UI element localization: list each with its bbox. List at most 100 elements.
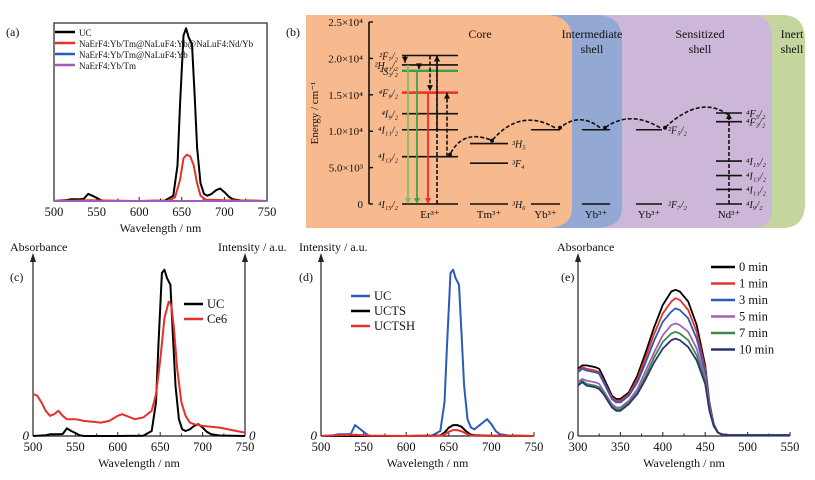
ion-2: Yb³⁺ [531, 128, 560, 221]
level-term: ²F₅/₂ [668, 126, 687, 137]
ion-label: Nd³⁺ [718, 209, 741, 221]
transfer-arrowhead-icon [434, 55, 440, 62]
legend-label: 1 min [739, 277, 769, 291]
energy-tick-label: 0 [358, 199, 364, 211]
panel-label: (d) [299, 270, 313, 284]
transfer-arrowhead-icon [427, 85, 433, 92]
chart-c: 500 550 600 650 700 750 Wavelength / nm 0 0 UCCe6… [10, 240, 287, 470]
legend-label: 10 min [739, 343, 775, 357]
y-axis-label: Absorbance [557, 240, 614, 254]
x-axis-label: Wavelength / nm [120, 221, 202, 235]
transfer-arrowhead-icon [402, 56, 408, 63]
legend-label: UC [79, 28, 92, 38]
energy-transfer-curve [491, 119, 556, 142]
level-term: ⁴S₃/₂ [380, 67, 399, 78]
x-tick-label: 550 [87, 205, 106, 219]
region-title-inert: Inert [781, 27, 804, 41]
ion-0: ⁴I₁₅/₂ ⁴I₁₃/₂ ⁴I₁₁/₂ ⁴I₉/₂ ⁴F₉/₂ ⁴S₃/₂²H₁₁/₂²… [375, 51, 458, 221]
x-tick-label: 750 [525, 440, 544, 454]
emission-arrowhead-icon [414, 198, 420, 204]
energy-transfer-arrowhead-icon [448, 152, 452, 157]
x-tick-label: 700 [215, 205, 234, 219]
x-tick-label: 400 [653, 440, 672, 454]
x-axis-label: Wavelength / nm [643, 456, 725, 470]
y-axis-arrow-icon [30, 253, 36, 262]
energy-tick-label: 2.5×10⁴ [328, 17, 363, 29]
transfer-arrowhead-icon [416, 63, 422, 70]
series-line-0 [32, 268, 246, 437]
x-tick-label: 650 [172, 205, 191, 219]
x-tick-label: 500 [738, 440, 757, 454]
energy-transfer-arrowhead-icon [663, 125, 667, 130]
x-tick-label: 450 [696, 440, 715, 454]
region-core [306, 15, 572, 228]
ion-label: Yb³⁺ [638, 209, 661, 221]
level-term: ³F₄ [512, 159, 525, 170]
series-line-2 [320, 429, 535, 437]
y-zero-label: 0 [23, 428, 30, 443]
level-term: ²H₁₁/₂ [375, 61, 399, 72]
series-line-1 [53, 153, 268, 202]
x-tick-label: 600 [130, 205, 149, 219]
energy-transfer-curve [604, 117, 661, 129]
panel-label: (e) [561, 270, 574, 284]
level-term: ⁴I₁₅/₂ [746, 157, 767, 168]
y-axis-label: Intensity / a.u. [299, 240, 368, 254]
energy-transfer-arrowhead-icon [603, 125, 607, 130]
level-term: ²F₇/₂ [668, 200, 687, 211]
x-tick-label: 550 [781, 440, 800, 454]
ion-3: Yb³⁺ [582, 128, 610, 221]
level-term: ³H₅ [512, 140, 526, 151]
level-term: ⁴F₅/₂ [746, 109, 766, 120]
panel-label: (c) [10, 270, 23, 284]
legend-label: 5 min [739, 310, 769, 324]
x-tick-label: 600 [108, 440, 127, 454]
legend-label: Ce6 [207, 312, 227, 326]
energy-axis-label: Energy / cm⁻¹ [309, 82, 321, 145]
x-tick-label: 750 [236, 440, 255, 454]
x-tick-label: 650 [439, 440, 458, 454]
level-term: ⁴I₁₃/₂ [746, 172, 767, 183]
x-tick-label: 550 [354, 440, 373, 454]
legend: 0 min 1 min 3 min 5 min 7 min 10 min [711, 260, 775, 357]
x-tick-label: 500 [312, 440, 331, 454]
legend-label: 0 min [739, 260, 769, 274]
x-tick-label: 650 [151, 440, 170, 454]
energy-tick-label: 1.0×10⁴ [328, 126, 363, 138]
level-term: ⁴I₁₁/₂ [378, 126, 399, 137]
region-title-intermediate: Intermediate [562, 27, 623, 41]
series-line-0 [53, 27, 268, 202]
energy-transfer-curve [664, 106, 729, 129]
energy-tick-label: 5.0×10³ [329, 163, 364, 175]
x-axis-label: Wavelength / nm [98, 456, 180, 470]
energy-transfer-curve [559, 118, 601, 129]
ion-4: ²F₇/₂ ²F₅/₂ Yb³⁺ [636, 126, 687, 221]
chart-e: 300 350 400 450 500 550 Wavelength / nm 0 0 min 1… [557, 240, 799, 470]
legend-label: UCTSH [374, 319, 415, 333]
level-term: ³H₆ [512, 200, 526, 211]
y-axis-label-right: Intensity / a.u. [218, 240, 287, 254]
series-line-5 [577, 337, 790, 437]
legend-label: UC [374, 289, 391, 303]
y-right-zero-label: 0 [249, 428, 256, 443]
emission-arrowhead-icon [425, 198, 431, 204]
x-tick-label: 300 [569, 440, 588, 454]
x-tick-label: 600 [397, 440, 416, 454]
level-term: ⁴I₁₁/₂ [746, 185, 767, 196]
y-zero-label: 0 [311, 428, 318, 443]
x-tick-label: 700 [193, 440, 212, 454]
level-term: ⁴I₁₅/₂ [378, 200, 399, 211]
legend-label: UC [207, 297, 224, 311]
x-tick-label: 500 [45, 205, 64, 219]
region-title-sensitized-2: shell [689, 42, 712, 56]
level-term: ⁴F₉/₂ [379, 89, 399, 100]
ion-label: Yb³⁺ [585, 209, 608, 221]
legend: UCNaErF4:Yb/Tm@NaLuF4:Yb@NaLuF4:Nd/YbNaE… [55, 28, 254, 71]
legend-label: UCTS [374, 304, 406, 318]
emission-arrowhead-icon [405, 198, 411, 204]
level-term: ⁴I₉/₂ [381, 110, 398, 121]
legend-label: 7 min [739, 326, 769, 340]
